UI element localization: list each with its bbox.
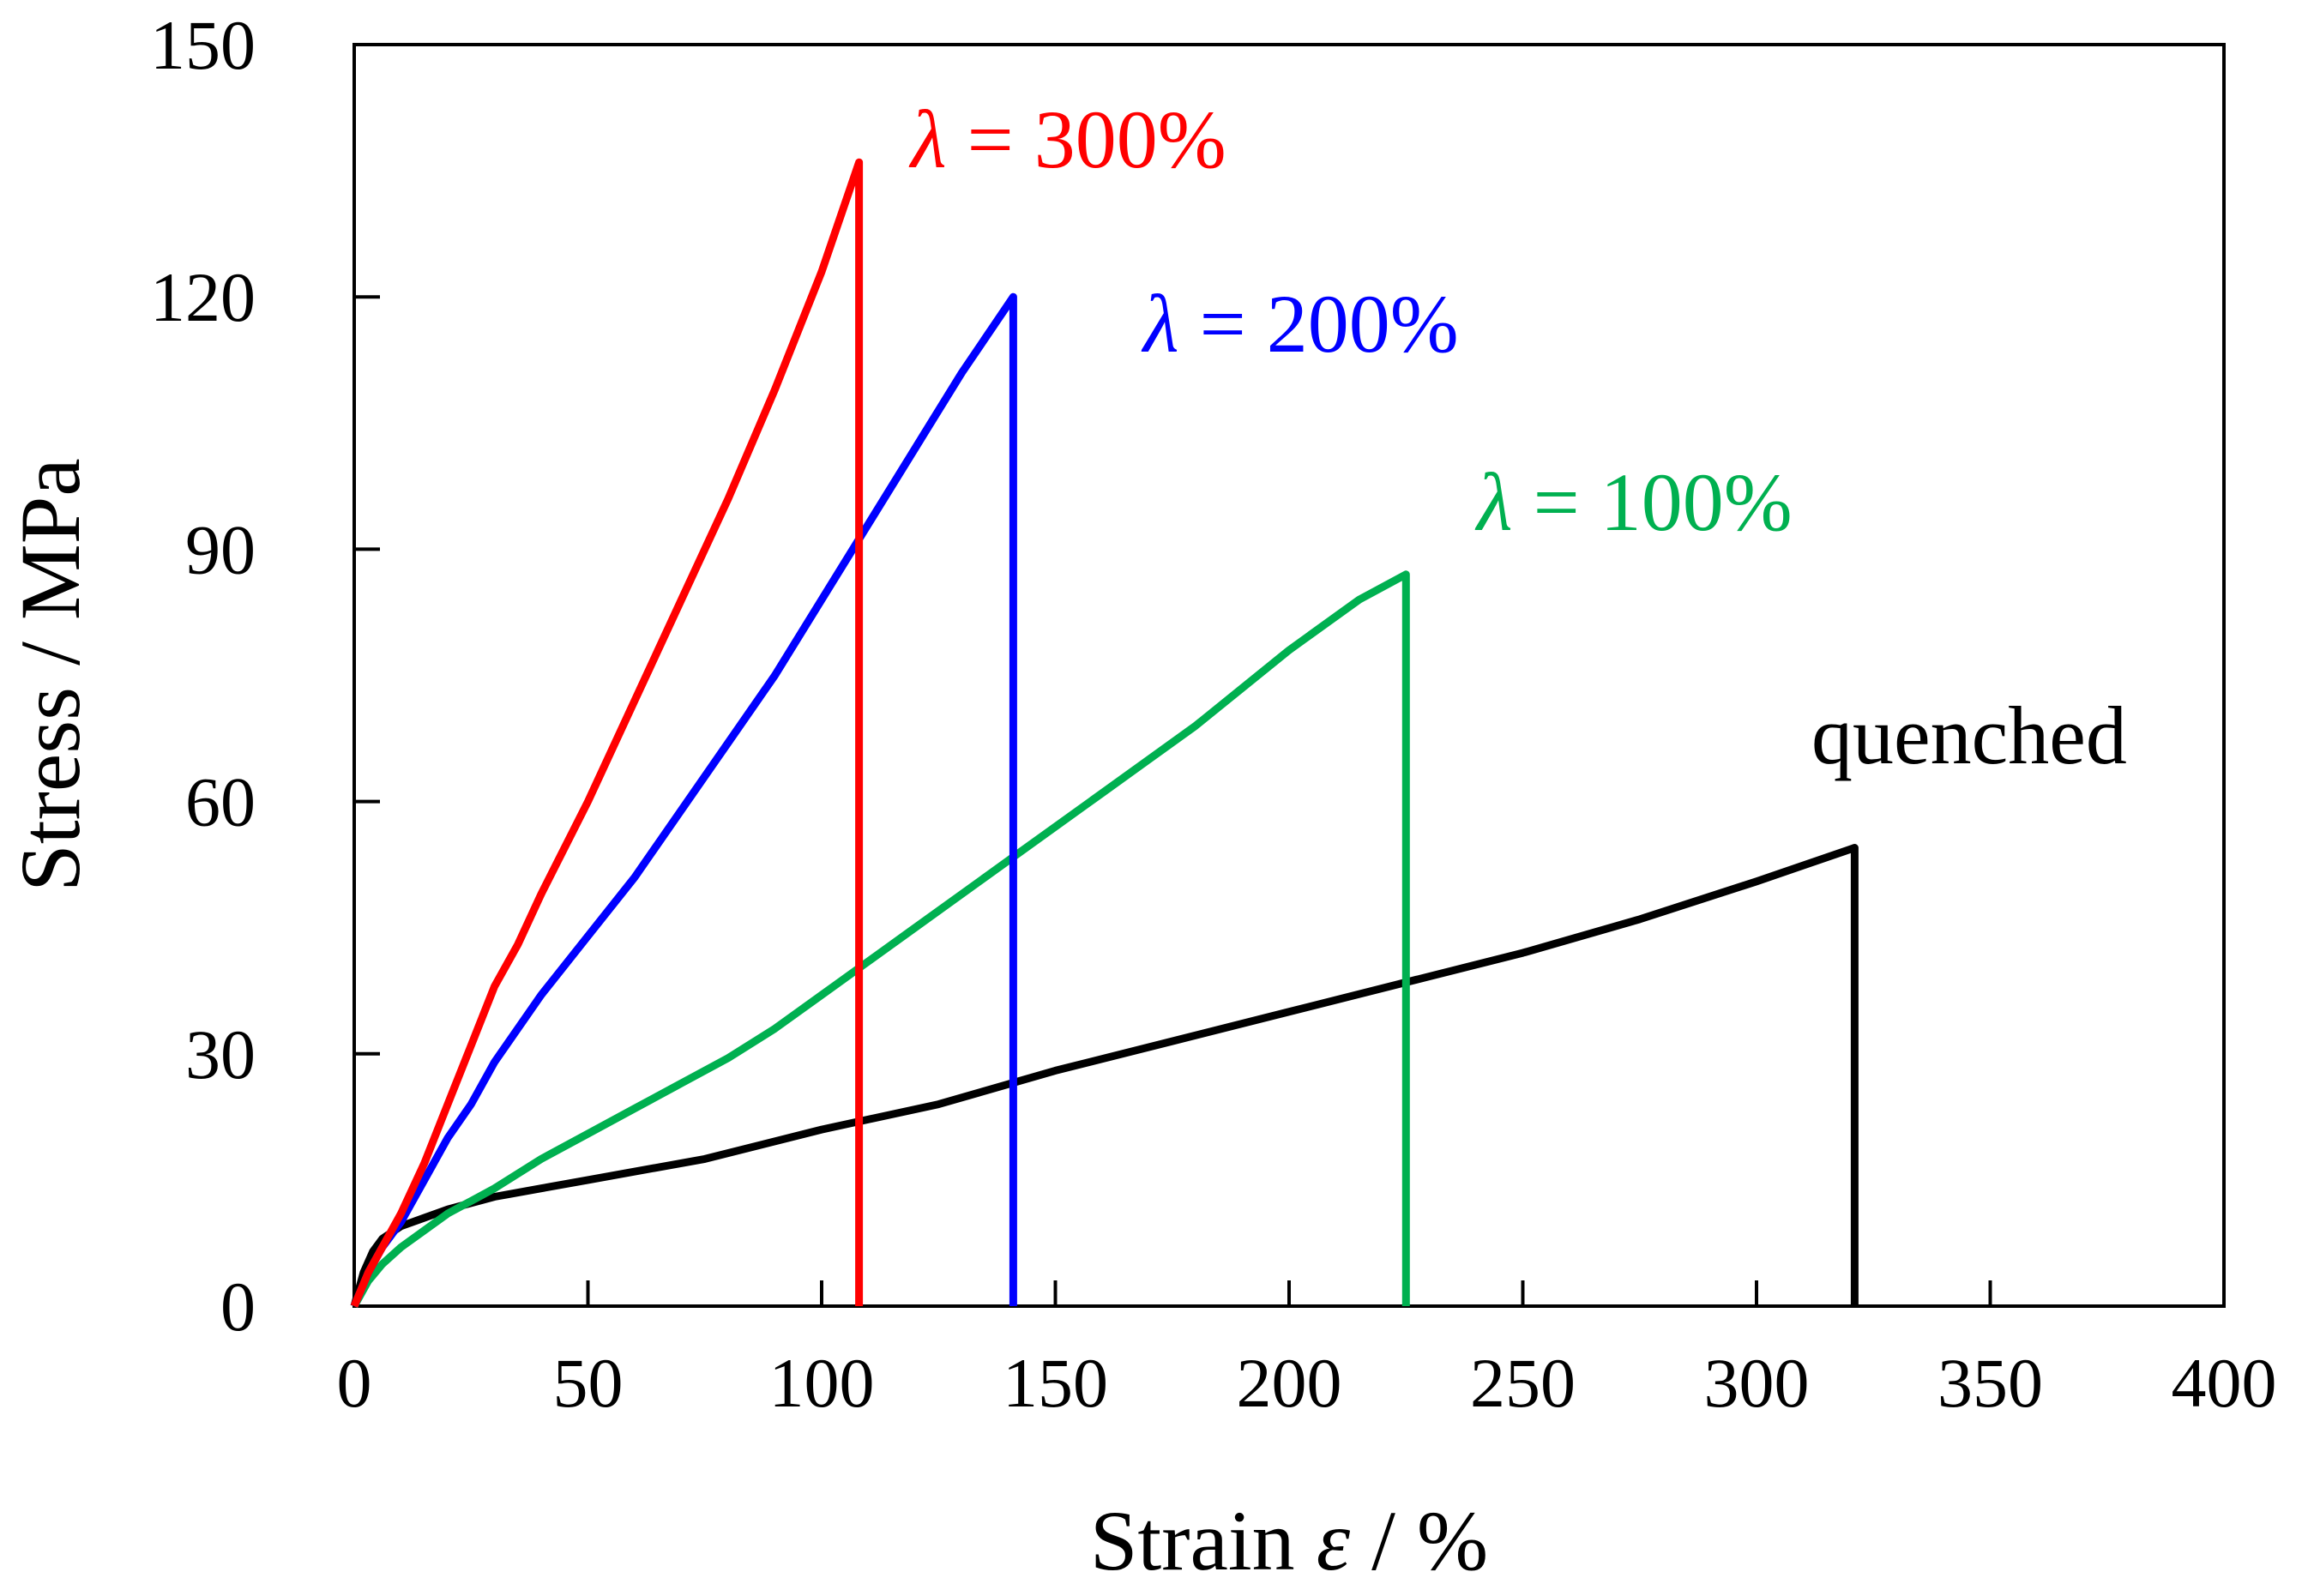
y-tick-label: 0: [220, 1268, 256, 1346]
x-tick-label: 100: [769, 1344, 875, 1422]
series-line-200: [350, 292, 1017, 1308]
x-tick-label: 350: [1937, 1344, 2043, 1422]
series-line-300: [350, 158, 864, 1308]
x-tick-label: 400: [2172, 1344, 2277, 1422]
x-tick-label: 150: [1003, 1344, 1108, 1422]
y-axis-title: Stress / MPa: [3, 458, 98, 892]
x-tick-label: 200: [1237, 1344, 1342, 1422]
x-axis-title: Strain ε / %: [1090, 1493, 1488, 1588]
plot-frame: [353, 43, 2226, 1308]
x-tick-label: 0: [337, 1344, 372, 1422]
y-tick-label: 30: [185, 1015, 256, 1093]
axis-ticks: 0 50 100 150 200 250 300 350 400 0 30 60 90 120 150: [150, 6, 2277, 1422]
y-tick-label: 90: [185, 510, 256, 588]
series-line-100: [351, 570, 1410, 1309]
y-tick-label: 60: [185, 763, 256, 841]
series-label-quenched: quenched: [1811, 690, 2127, 781]
series-line-quenched: [350, 844, 1859, 1308]
x-tick-label: 50: [553, 1344, 624, 1422]
series-layer: [350, 158, 1859, 1309]
series-label-lambda-200: λ = 200%: [1141, 278, 1459, 370]
series-label-lambda-100: λ = 100%: [1474, 456, 1793, 548]
x-tick-label: 250: [1470, 1344, 1576, 1422]
y-tick-label: 150: [150, 6, 256, 84]
y-tick-label: 120: [150, 258, 256, 336]
series-label-lambda-300: λ = 300%: [908, 93, 1226, 185]
x-tick-label: 300: [1704, 1344, 1810, 1422]
